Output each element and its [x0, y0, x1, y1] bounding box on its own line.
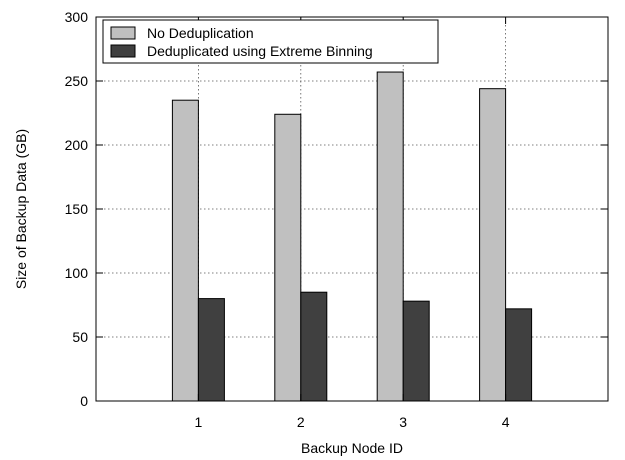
bar-series-0-node-4 [479, 88, 507, 402]
tick-labels: 0 50 100 150 200 250 300 1 2 3 4 [65, 9, 510, 430]
y-tick-label-150: 150 [65, 201, 89, 217]
legend-swatch-no-deduplication [110, 26, 136, 40]
x-tick-label-4: 4 [502, 414, 510, 430]
legend-label-deduplicated: Deduplicated using Extreme Binning [147, 43, 373, 59]
bars [171, 71, 533, 402]
y-tick-label-100: 100 [65, 265, 89, 281]
y-tick-label-50: 50 [72, 329, 88, 345]
y-tick-label-200: 200 [65, 137, 89, 153]
bar-series-0-node-1 [171, 99, 199, 402]
legend-label-no-deduplication: No Deduplication [147, 25, 254, 41]
legend-swatch-deduplicated [110, 44, 136, 58]
bar-series-1-node-4 [505, 308, 533, 402]
bar-series-0-node-3 [376, 71, 404, 402]
x-tick-label-2: 2 [297, 414, 305, 430]
x-tick-label-3: 3 [399, 414, 407, 430]
bar-series-1-node-3 [402, 300, 430, 402]
x-axis-title: Backup Node ID [301, 440, 403, 456]
legend-box [102, 19, 439, 64]
legend: No Deduplication Deduplicated using Extr… [102, 19, 439, 64]
y-tick-label-250: 250 [65, 73, 89, 89]
y-tick-label-300: 300 [65, 9, 89, 25]
y-axis-title: Size of Backup Data (GB) [13, 129, 29, 289]
x-tick-label-1: 1 [195, 414, 203, 430]
bar-series-1-node-1 [197, 298, 225, 402]
bar-series-0-node-2 [274, 113, 302, 402]
y-tick-label-0: 0 [80, 393, 88, 409]
bar-series-1-node-2 [300, 291, 328, 402]
